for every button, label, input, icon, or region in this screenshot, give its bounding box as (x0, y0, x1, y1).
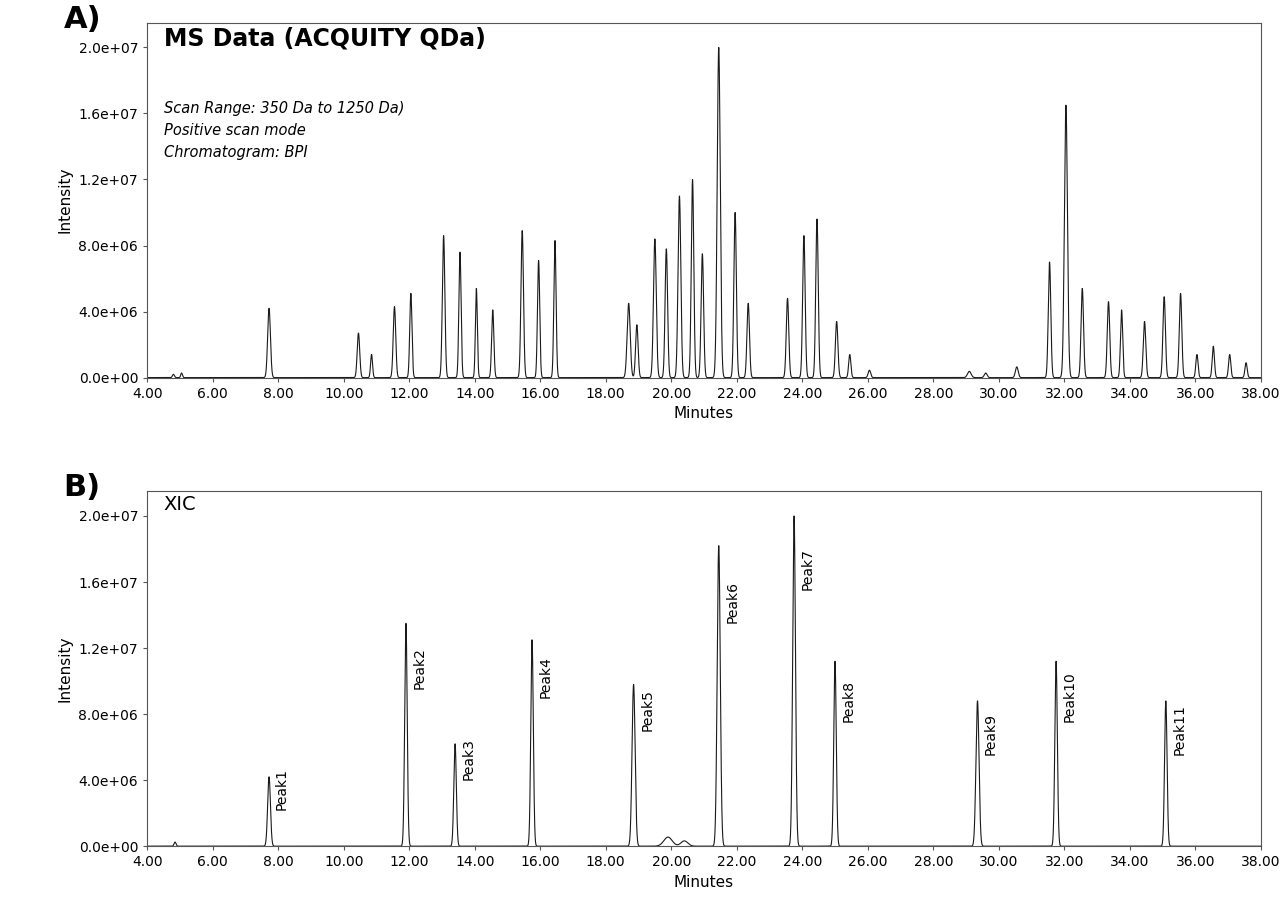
Text: Scan Range: 350 Da to 1250 Da)
Positive scan mode
Chromatogram: BPI: Scan Range: 350 Da to 1250 Da) Positive … (164, 100, 404, 160)
Text: A): A) (64, 5, 101, 33)
Text: Peak1: Peak1 (275, 767, 289, 810)
Y-axis label: Intensity: Intensity (58, 635, 73, 702)
Text: Peak11: Peak11 (1172, 704, 1187, 756)
Y-axis label: Intensity: Intensity (58, 167, 73, 233)
X-axis label: Minutes: Minutes (675, 875, 733, 890)
Text: Peak10: Peak10 (1062, 672, 1076, 722)
Text: Peak5: Peak5 (640, 689, 654, 730)
Text: MS Data (ACQUITY QDa): MS Data (ACQUITY QDa) (164, 26, 486, 50)
Text: Peak3: Peak3 (462, 738, 476, 780)
Text: Peak6: Peak6 (726, 581, 740, 624)
Text: Peak4: Peak4 (539, 656, 553, 698)
Text: Peak9: Peak9 (984, 713, 998, 756)
Text: Peak8: Peak8 (841, 681, 855, 722)
Text: Peak7: Peak7 (800, 548, 814, 590)
X-axis label: Minutes: Minutes (675, 406, 733, 421)
Text: Peak2: Peak2 (412, 647, 426, 690)
Text: B): B) (64, 473, 101, 502)
Text: XIC: XIC (164, 495, 197, 514)
